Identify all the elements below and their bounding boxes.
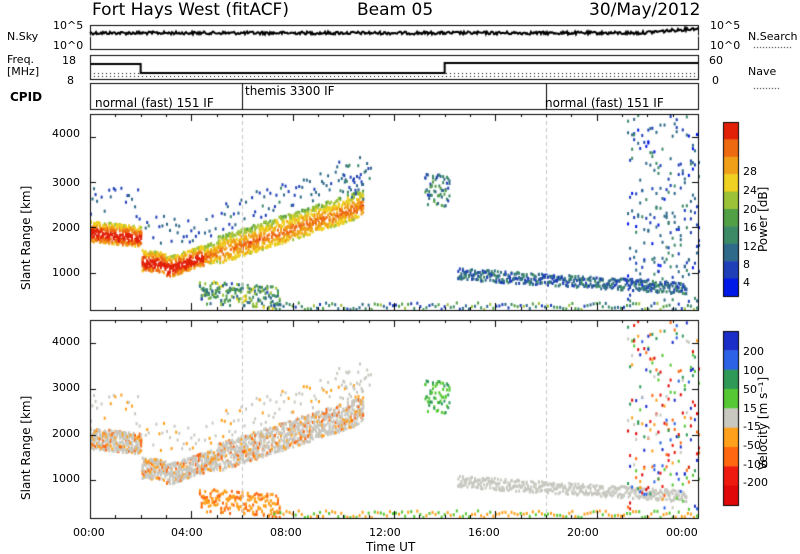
cpid-segment-1: normal (fast) 151 IF: [95, 96, 214, 110]
vel-cbar--200: -200: [743, 476, 768, 489]
power-cbar-label: Power [dB]: [756, 186, 770, 252]
freq-tick-bottom: 8: [67, 74, 74, 87]
beam-title: Beam 05: [357, 0, 434, 20]
nsky-tick-top: 10^5: [53, 19, 84, 32]
power-ylabel: Slant Range [km]: [19, 185, 33, 290]
power-ytick-2000: 2000: [52, 221, 80, 234]
xlabel: Time UT: [366, 540, 416, 554]
freq-label-1: Freq.: [7, 53, 35, 66]
velocity-ylabel: Slant Range [km]: [19, 395, 33, 500]
cpid-label: CPID: [10, 90, 43, 104]
nave-tick-top: 60: [709, 54, 723, 67]
xtick-0400: 04:00: [171, 526, 203, 539]
velocity-ytick-4000: 4000: [52, 335, 80, 348]
power-ytick-1000: 1000: [52, 266, 80, 279]
xtick-1200: 12:00: [369, 526, 401, 539]
nave-tick-bottom: 0: [712, 74, 719, 87]
power-cbar-20: 20: [743, 203, 757, 216]
power-cbar-28: 28: [743, 165, 757, 178]
velocity-cbar-label: Velocity [m s⁻¹]: [756, 376, 770, 470]
xtick-0800: 08:00: [270, 526, 302, 539]
xtick-2400: 00:00: [666, 526, 698, 539]
velocity-ytick-3000: 3000: [52, 381, 80, 394]
nsearch-label: N.Search: [748, 30, 798, 43]
power-ytick-4000: 4000: [52, 127, 80, 140]
cpid-segment-2: themis 3300 IF: [245, 84, 335, 98]
vel-cbar-100: 100: [743, 364, 764, 377]
freq-label-2: [MHz]: [7, 65, 40, 78]
vel-cbar-15: 15: [743, 402, 757, 415]
nsearch-tick-bottom: 10^0: [710, 39, 741, 52]
xtick-0000: 00:00: [73, 526, 105, 539]
freq-tick-top: 18: [62, 54, 76, 67]
velocity-ytick-2000: 2000: [52, 427, 80, 440]
nsky-label: N.Sky: [7, 30, 39, 43]
vel-cbar-50: 50: [743, 383, 757, 396]
vel-cbar--50: -50: [743, 439, 761, 452]
date-title: 30/May/2012: [589, 0, 701, 20]
power-cbar-24: 24: [743, 184, 757, 197]
power-cbar-16: 16: [743, 221, 757, 234]
xtick-2000: 20:00: [567, 526, 599, 539]
cpid-segment-3: normal (fast) 151 IF: [545, 96, 664, 110]
velocity-ytick-1000: 1000: [52, 472, 80, 485]
nsearch-tick-top: 10^5: [710, 19, 741, 32]
station-title: Fort Hays West (fitACF): [92, 0, 289, 20]
vel-cbar--15: -15: [743, 420, 761, 433]
xtick-1600: 16:00: [468, 526, 500, 539]
power-cbar-12: 12: [743, 240, 757, 253]
power-cbar-4: 4: [743, 276, 750, 289]
power-ytick-3000: 3000: [52, 176, 80, 189]
vel-cbar--100: -100: [743, 458, 768, 471]
power-cbar-8: 8: [743, 258, 750, 271]
nave-label: Nave: [748, 65, 777, 78]
vel-cbar-200: 200: [743, 345, 764, 358]
nsky-tick-bottom: 10^0: [53, 39, 84, 52]
